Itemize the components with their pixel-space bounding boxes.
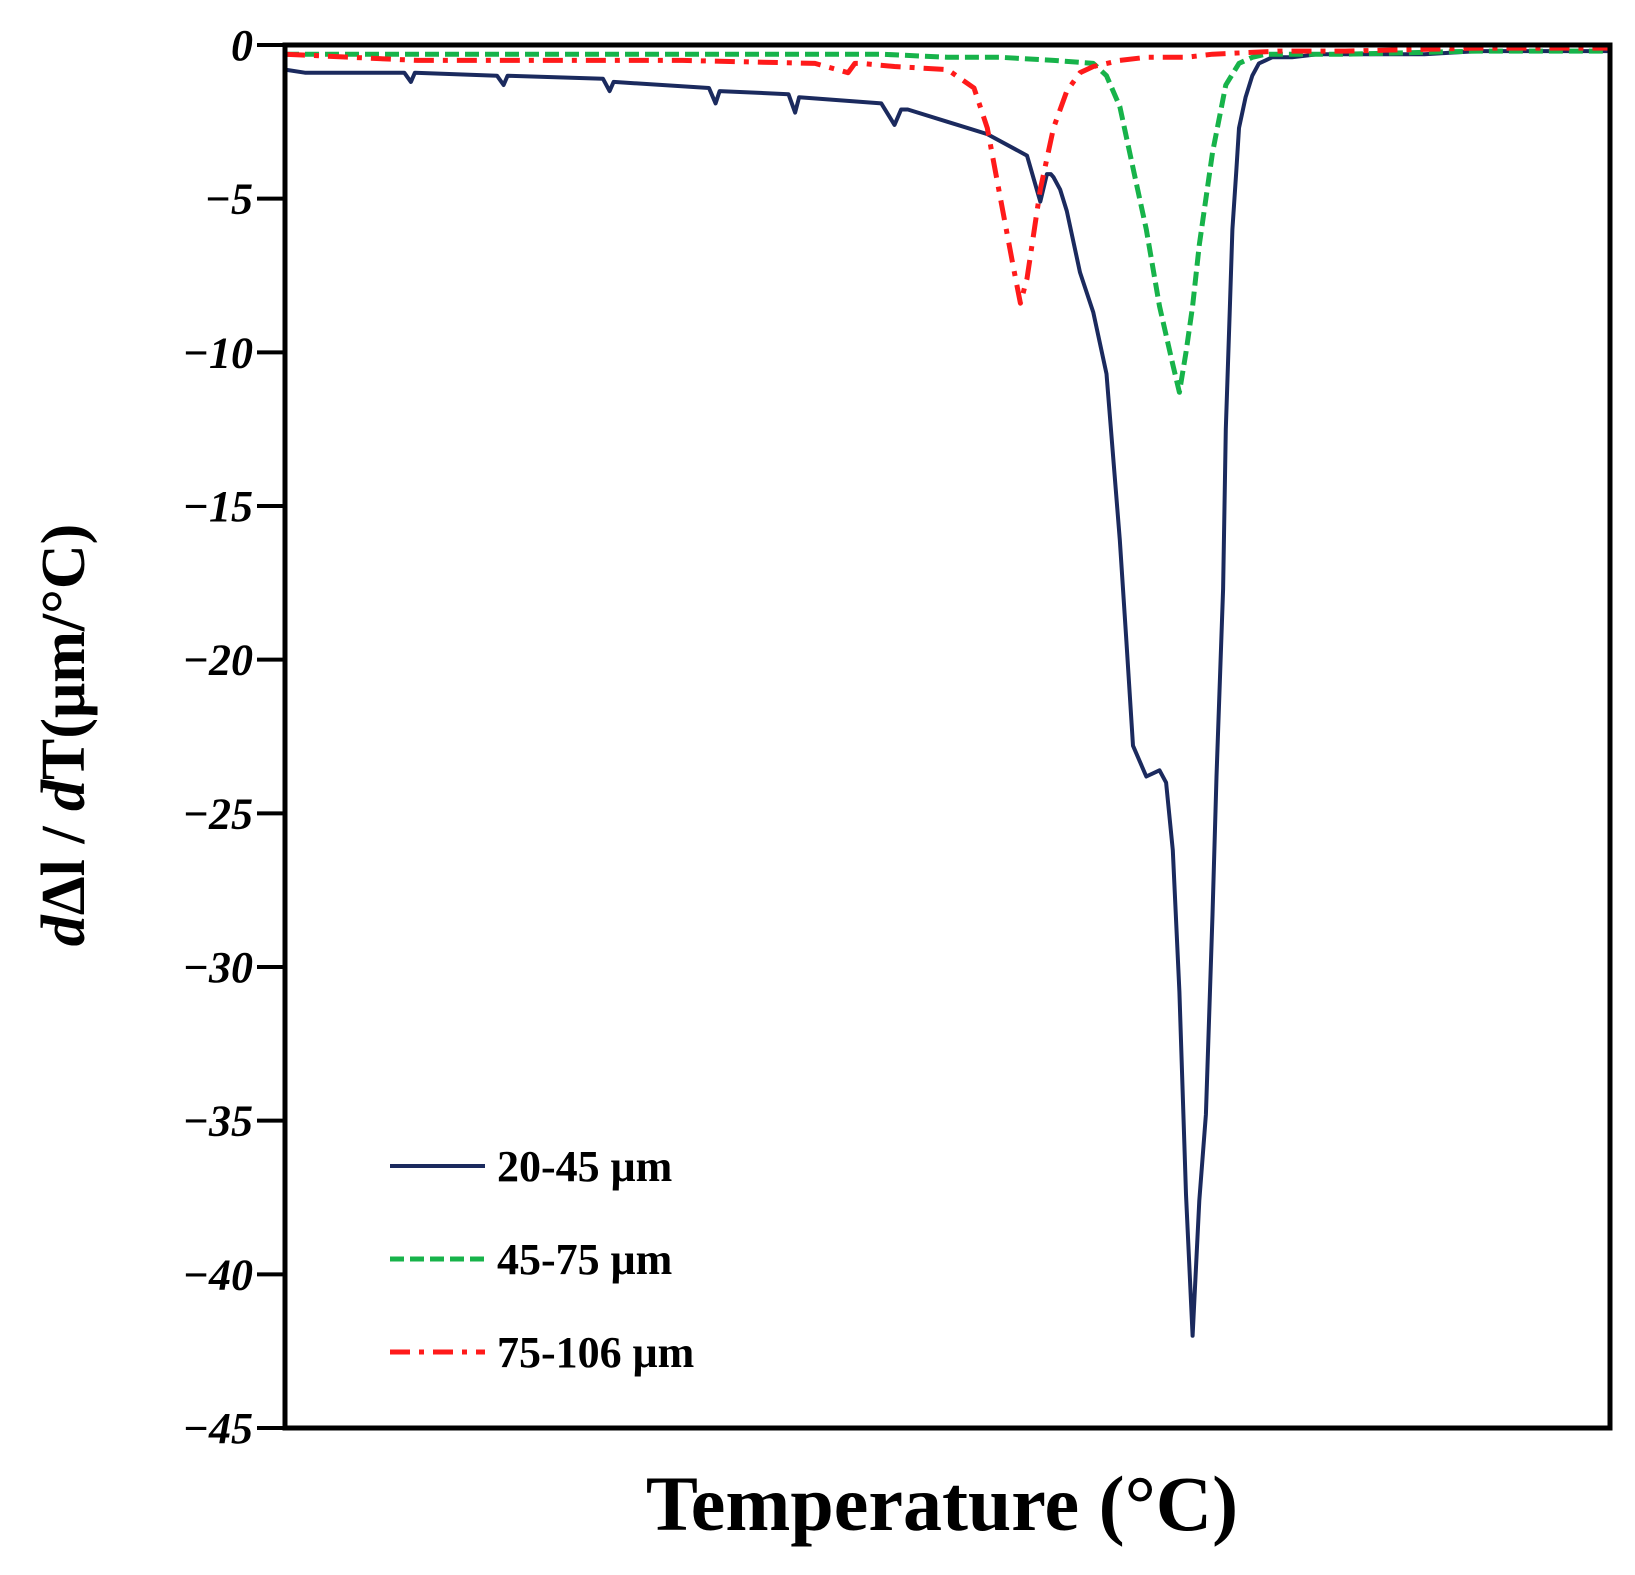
series-line-1 — [285, 48, 1610, 395]
series-line-0 — [284, 49, 1610, 1338]
y-tick-label-3: −15 — [182, 482, 253, 531]
y-axis-title-d2: d — [30, 779, 98, 811]
y-tick-label-4: −20 — [182, 636, 253, 685]
y-axis-title-slash: / — [30, 811, 98, 859]
legend-label-1: 45-75 μm — [497, 1235, 672, 1284]
plot-frame — [282, 42, 1613, 1431]
y-axis-title-delta: Δl — [30, 859, 98, 915]
series-lines — [284, 45, 1610, 1338]
legend-label-2: 75-106 μm — [497, 1328, 694, 1377]
legend: 20-45 μm 45-75 μm 75-106 μm — [390, 1142, 694, 1377]
y-tick-label-2: −10 — [182, 328, 253, 377]
y-tick-label-1: −5 — [204, 175, 253, 224]
y-tick-label-8: −40 — [182, 1250, 253, 1299]
x-axis-title: Temperature (°C) — [646, 1460, 1238, 1547]
y-axis-title-rest: T(μm/°C) — [30, 524, 98, 780]
y-tick-label-6: −30 — [182, 943, 253, 992]
y-tick-label-7: −35 — [182, 1097, 253, 1146]
series-line-2 — [284, 45, 1610, 306]
y-tick-label-5: −25 — [182, 789, 253, 838]
y-axis-title: dΔl / dT(μm/°C) — [30, 524, 98, 947]
legend-label-0: 20-45 μm — [497, 1142, 672, 1191]
y-tick-label-9: −45 — [182, 1404, 253, 1453]
y-axis-title-d1: d — [30, 914, 98, 946]
y-axis-ticks: 0 −5 −10 −15 −20 −25 −30 −35 −40 −45 — [182, 21, 285, 1453]
y-tick-label-0: 0 — [231, 21, 253, 70]
